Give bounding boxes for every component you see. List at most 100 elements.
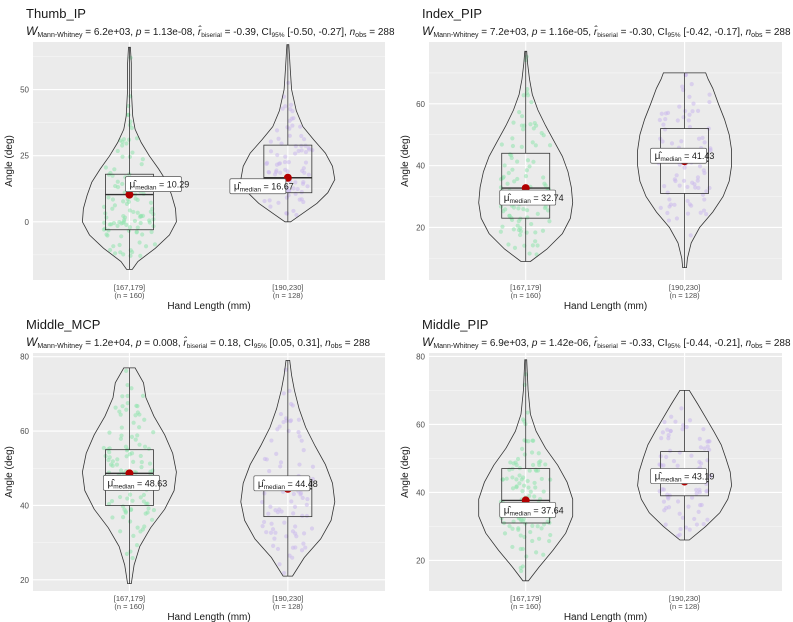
violin [478, 359, 574, 582]
data-point [519, 568, 524, 574]
data-point [679, 406, 684, 411]
data-point [694, 491, 699, 496]
data-point [686, 118, 691, 123]
data-point [507, 213, 512, 218]
y-tick-label: 40 [20, 501, 29, 510]
data-point [532, 120, 537, 126]
data-point [293, 524, 298, 529]
data-point [303, 150, 309, 155]
data-point [129, 125, 134, 131]
data-point [291, 511, 296, 516]
median-label-text: μ̂median = 32.74 [504, 192, 564, 205]
data-point [271, 543, 276, 549]
data-point [675, 499, 681, 504]
data-point [512, 179, 517, 184]
data-point [298, 492, 303, 497]
data-point [690, 109, 695, 114]
data-point [681, 178, 687, 183]
data-point [266, 511, 271, 516]
data-point [137, 214, 143, 219]
x-axis-label: Hand Length (mm) [167, 612, 250, 622]
violin [81, 46, 177, 270]
data-point [507, 524, 512, 529]
chart-panel: Middle_PIP WMann-Whitney = 6.9e+03, p = 1… [400, 317, 791, 622]
data-point [707, 92, 712, 97]
data-point [134, 542, 140, 548]
data-point [125, 496, 130, 501]
data-point [529, 100, 534, 105]
data-point [137, 240, 142, 245]
data-point [511, 227, 516, 232]
data-point [107, 247, 113, 253]
data-point [269, 438, 274, 443]
x-tick-count: (n = 160) [114, 291, 145, 300]
data-point [121, 252, 126, 257]
data-point [294, 212, 299, 218]
data-point [125, 401, 130, 406]
x-tick-label: [190,230] [669, 594, 700, 603]
data-point [547, 538, 552, 544]
data-point [662, 127, 668, 132]
data-point [516, 527, 521, 532]
data-point [702, 197, 707, 202]
x-tick-label: [167,179] [510, 283, 541, 292]
data-point [270, 527, 276, 532]
data-point [547, 143, 553, 148]
data-point [124, 551, 130, 556]
data-point [133, 196, 138, 201]
data-point [120, 404, 125, 409]
data-point [287, 188, 292, 194]
data-point [666, 432, 671, 438]
x-tick-count: (n = 128) [669, 602, 700, 611]
data-point [529, 450, 535, 455]
x-tick-count: (n = 160) [511, 291, 542, 300]
data-point [663, 116, 668, 122]
x-tick-count: (n = 128) [273, 602, 304, 611]
data-point [283, 154, 288, 159]
data-point [140, 232, 145, 237]
violin [637, 72, 732, 268]
data-point [278, 170, 283, 175]
chart-title: Thumb_IP [26, 6, 86, 21]
median-label-box [499, 502, 557, 518]
data-point [299, 190, 304, 195]
x-tick-label: [167,179] [510, 594, 541, 603]
data-point [502, 531, 508, 536]
data-point [669, 141, 675, 146]
data-point [515, 456, 521, 462]
data-point [698, 503, 703, 508]
data-point [278, 460, 284, 465]
data-point [535, 211, 540, 216]
data-point [659, 436, 664, 441]
data-point [110, 515, 115, 520]
data-point [695, 175, 701, 180]
data-point [112, 167, 117, 172]
data-point [665, 210, 670, 216]
data-point [264, 530, 269, 535]
data-point [140, 157, 145, 162]
data-point [680, 515, 685, 520]
median-label-box [650, 468, 707, 484]
median-label: μ̂median = 37.64 [499, 502, 564, 518]
data-point [667, 197, 672, 202]
data-point [691, 101, 696, 106]
data-point [510, 486, 516, 491]
data-point [520, 564, 525, 569]
data-point [678, 526, 683, 532]
data-point [115, 223, 120, 228]
median-label: μ̂median = 16.67 [229, 178, 294, 195]
data-point [114, 462, 120, 467]
data-point [539, 526, 544, 531]
data-point [266, 169, 271, 175]
data-point [525, 208, 530, 213]
median-label-box [125, 176, 182, 192]
data-point [283, 104, 288, 109]
plot-background [429, 42, 782, 280]
data-point [121, 213, 126, 219]
y-axis-label: Angle (deg) [4, 446, 15, 498]
data-point [286, 160, 291, 165]
data-point [112, 203, 118, 208]
data-point [106, 228, 111, 233]
data-point [541, 133, 546, 138]
data-point [110, 459, 115, 464]
